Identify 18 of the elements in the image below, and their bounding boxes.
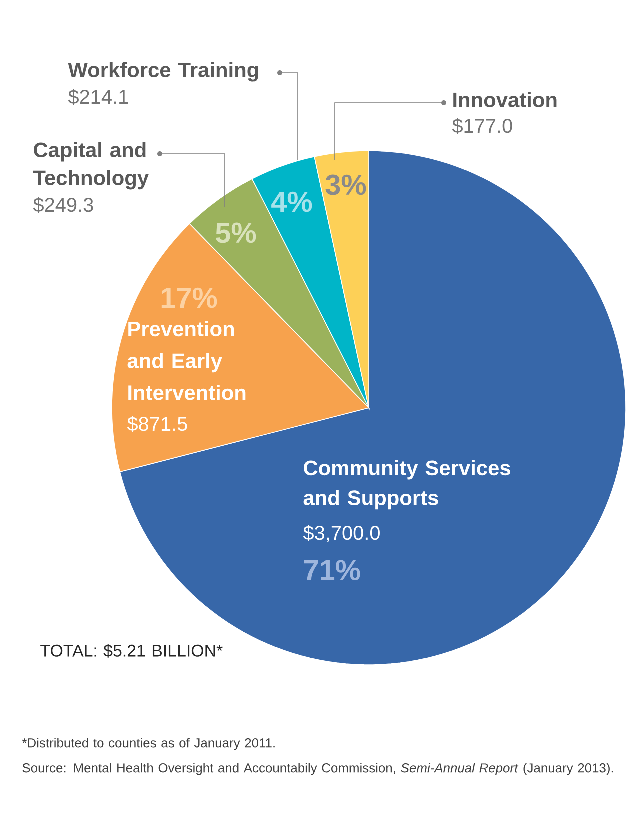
- data-label: $871.5: [127, 416, 188, 432]
- text: 17%: [162, 288, 218, 308]
- slice-label: Innovation: [454, 92, 557, 108]
- slice-label: Capital and Technology: [33, 142, 149, 190]
- text: 4%: [272, 192, 312, 212]
- data-label: $3,700.0: [303, 525, 380, 542]
- slice-label: Community Services and Supports: [304, 460, 510, 510]
- text: 71%: [304, 560, 360, 581]
- slice-label: Workforce Training: [68, 62, 258, 82]
- text: 5%: [216, 222, 256, 244]
- text: TOTAL: $5.21 BILLION*: [40, 644, 223, 658]
- text: *Distributed to counties as of January 2011.: [22, 738, 275, 750]
- slice-label: Prevention and Early Intervention: [128, 321, 246, 400]
- data-label: $249.3: [33, 197, 94, 214]
- data-label: $214.1: [68, 89, 128, 106]
- source-note: Source: Mental Health Oversight and Accountabily Commission, Semi-Annual Report (January 2013).: [22, 763, 614, 776]
- data-label: $177.0: [452, 118, 512, 134]
- text: 3%: [326, 174, 366, 196]
